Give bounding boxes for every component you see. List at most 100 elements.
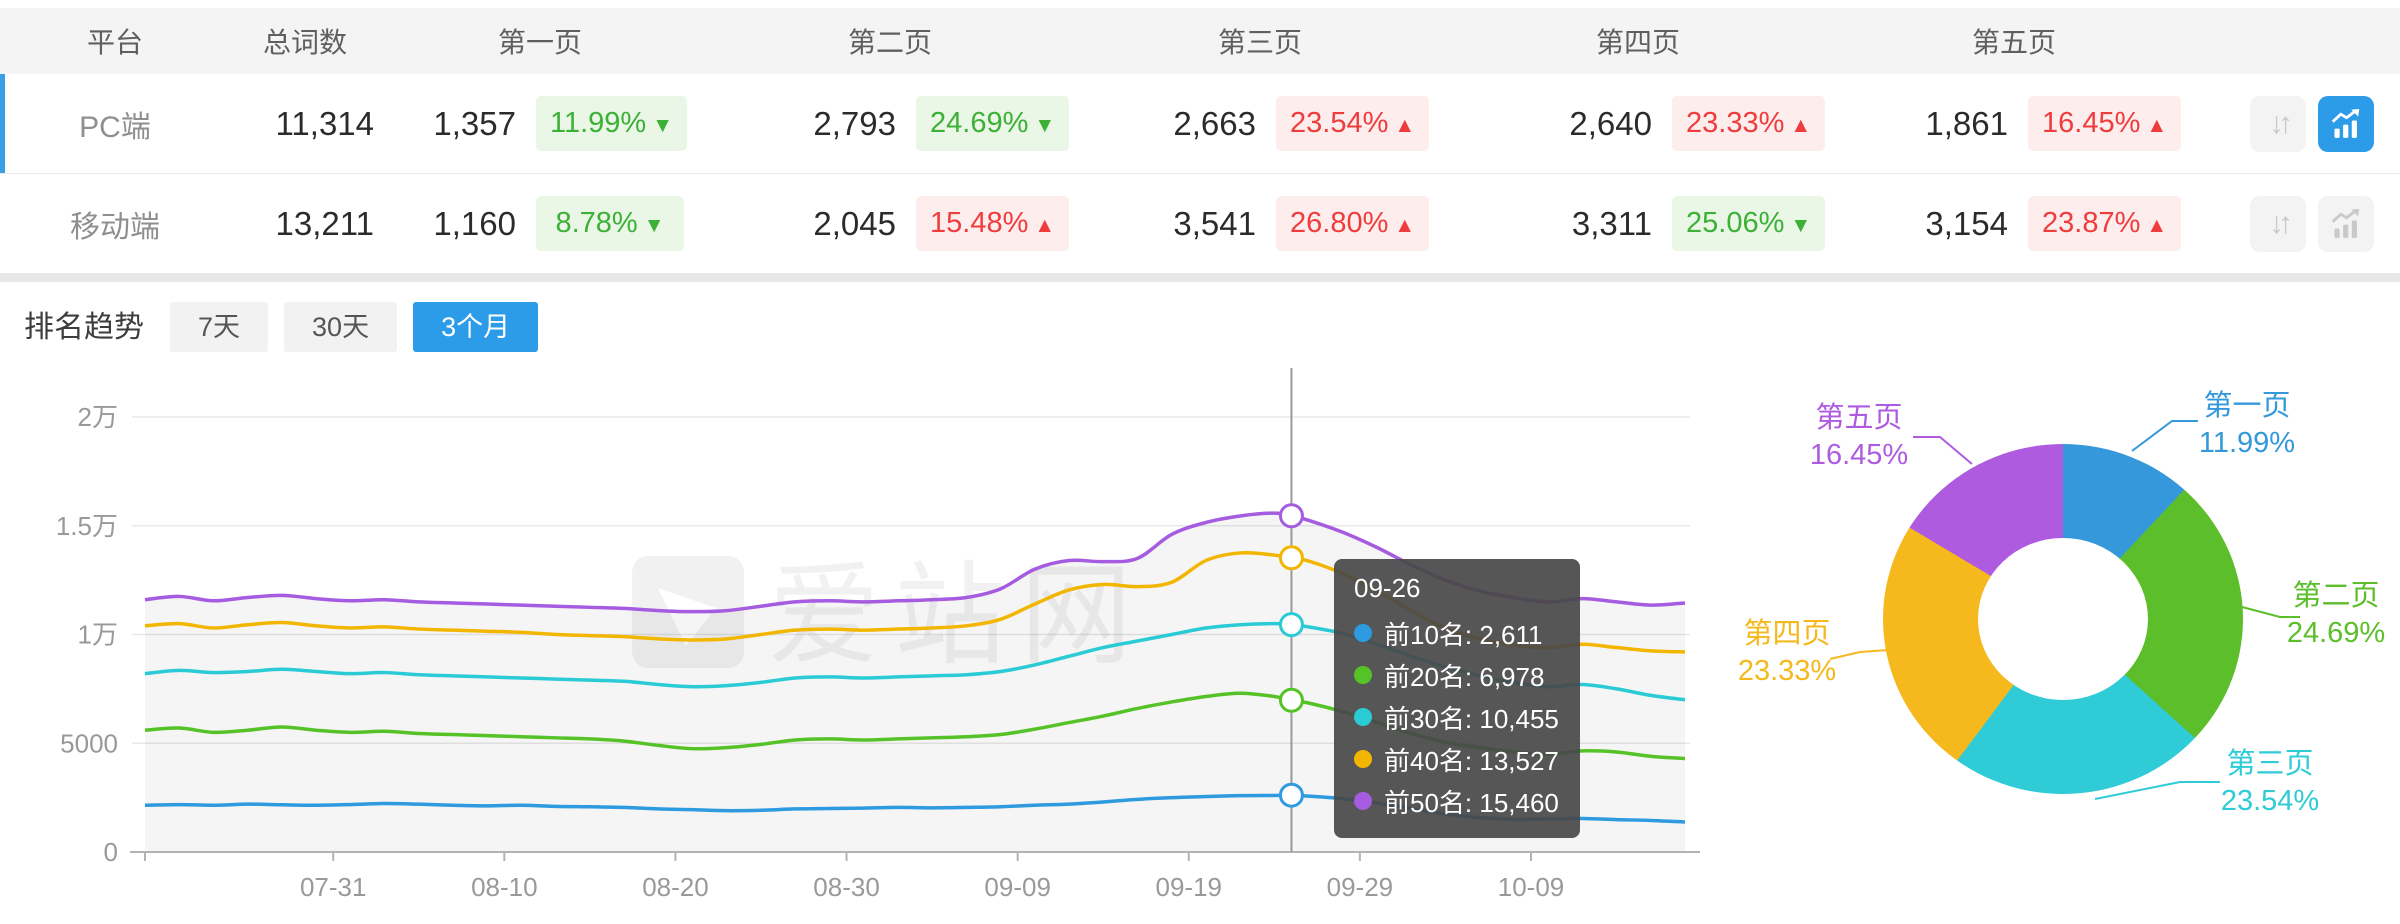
donut-hole [1978, 538, 2148, 700]
series-dot-icon [1354, 708, 1372, 726]
platform-label: PC端 [79, 110, 151, 144]
table-header: 平台 总词数 第一页 第二页 第三页 第四页 第五页 [0, 8, 2400, 74]
x-tick-label: 09-09 [984, 872, 1051, 902]
y-tick-label: 1万 [78, 620, 118, 650]
table-row-mobile[interactable]: 移动端 13,211 1,160 8.78% ▼ 2,045 15.48% ▲ 3,541 26.… [0, 174, 2400, 274]
table-body: PC端 11,314 1,357 11.99% ▼ 2,793 24.69% ▼ 2,663 23… [0, 74, 2400, 274]
table-row-pc[interactable]: PC端 11,314 1,357 11.99% ▼ 2,793 24.69% ▼ 2,663 23… [0, 74, 2400, 174]
arrow-down-icon: ▼ [1790, 214, 1812, 237]
area-fill [145, 513, 1685, 852]
page3-change-cell: 26.80% ▲ [1260, 196, 1440, 251]
donut-label-第三页: 第三页 23.54% [2210, 746, 2330, 820]
row-actions: ↓↑ [2192, 95, 2400, 152]
compare-button[interactable]: ↓↑ [2250, 95, 2306, 152]
page1-count: 1,357 [433, 104, 516, 142]
show-trend-chart-button[interactable] [2318, 95, 2374, 152]
col-header-page4: 第四页 [1595, 27, 1680, 58]
y-tick-label: 2万 [78, 402, 118, 432]
series-dot-icon [1354, 750, 1372, 768]
series-dot-icon [1354, 624, 1372, 642]
page5-change-cell: 23.87% ▲ [2012, 196, 2192, 251]
tab-range-1[interactable]: 30天 [284, 301, 398, 352]
page3-change-badge: 26.80% ▲ [1276, 196, 1430, 251]
arrow-up-icon: ▲ [1034, 214, 1056, 237]
page5-change-badge: 23.87% ▲ [2028, 196, 2182, 251]
donut-chart-panel: 第一页 11.99% 第二页 24.69% 第三页 23.54% 第四页 23.33% 第五页 1… [1720, 356, 2400, 924]
tab-range-2[interactable]: 3个月 [413, 301, 539, 352]
y-tick-label: 0 [104, 837, 118, 867]
x-tick-label: 07-31 [300, 872, 367, 902]
trend-range-tabs: 7天 30天 3个月 [170, 301, 554, 352]
col-header-page3: 第三页 [1217, 27, 1302, 58]
platform-label: 移动端 [70, 210, 160, 244]
y-tick-label: 1.5万 [56, 511, 118, 541]
donut-label-第五页: 第五页 16.45% [1799, 400, 1919, 474]
page1-count: 1,160 [433, 204, 516, 242]
page3-count: 2,663 [1173, 104, 1256, 142]
chart-tooltip: 09-26 前10名: 2,611 前20名: 6,978 前30名: 10,455 前… [1334, 559, 1580, 838]
page1-change-badge: 11.99% ▼ [536, 96, 688, 151]
arrow-up-icon: ▲ [2146, 214, 2168, 237]
series-dot-icon [1354, 792, 1372, 810]
donut-label-name: 第三页 [2226, 748, 2314, 780]
arrow-up-icon: ▲ [2146, 114, 2168, 137]
arrow-up-icon: ▲ [1394, 114, 1416, 137]
donut-label-name: 第二页 [2292, 580, 2380, 612]
page5-count: 1,861 [1925, 104, 2008, 142]
page2-change-cell: 24.69% ▼ [900, 96, 1080, 151]
compare-button[interactable]: ↓↑ [2250, 195, 2306, 252]
donut-label-percent: 11.99% [2198, 427, 2296, 459]
col-header-page1: 第一页 [497, 27, 582, 58]
tooltip-value: 前50名: 15,460 [1384, 787, 1559, 818]
page5-change-badge: 16.45% ▲ [2028, 96, 2182, 151]
donut-label-percent: 16.45% [1809, 439, 1909, 471]
line-chart-panel: 050001万1.5万2万爱站网07-3108-1008-2008-3009-0… [0, 356, 1720, 924]
page4-change-badge: 23.33% ▲ [1672, 96, 1826, 151]
x-tick-label: 09-29 [1327, 872, 1394, 902]
leader-line-第五页 [1913, 436, 1973, 465]
trend-title: 排名趋势 [24, 311, 144, 344]
tooltip-row: 前30名: 10,455 [1354, 696, 1560, 738]
series-dot-icon [1354, 666, 1372, 684]
row-actions: ↓↑ [2192, 195, 2400, 252]
tooltip-value: 前10名: 2,611 [1384, 619, 1543, 650]
charts-row: 050001万1.5万2万爱站网07-3108-1008-2008-3009-0… [0, 356, 2400, 924]
page3-count: 3,541 [1173, 204, 1256, 242]
page1-change-cell: 11.99% ▼ [520, 96, 700, 151]
show-trend-chart-button[interactable] [2318, 195, 2374, 252]
trend-chart-icon [2331, 208, 2360, 238]
arrow-up-icon: ▲ [1394, 214, 1416, 237]
hover-marker-前40名 [1278, 545, 1304, 571]
page4-count: 2,640 [1569, 104, 1652, 142]
sort-arrows-icon: ↓↑ [2269, 106, 2293, 140]
donut-label-第二页: 第二页 24.69% [2272, 578, 2400, 652]
page1-change-badge: 8.78% ▼ [536, 196, 684, 251]
page2-change-badge: 24.69% ▼ [916, 96, 1070, 151]
tooltip-value: 前40名: 13,527 [1384, 745, 1559, 776]
page2-count: 2,793 [813, 104, 896, 142]
page5-change-cell: 16.45% ▲ [2012, 96, 2192, 151]
donut-label-percent: 23.54% [2220, 785, 2320, 817]
x-tick-label: 08-10 [471, 872, 538, 902]
arrow-down-icon: ▼ [643, 214, 665, 237]
col-header-page2: 第二页 [847, 27, 932, 58]
tooltip-value: 前30名: 10,455 [1384, 703, 1559, 734]
arrow-up-icon: ▲ [1790, 114, 1812, 137]
page4-count: 3,311 [1571, 204, 1652, 242]
page4-change-cell: 25.06% ▼ [1656, 196, 1836, 251]
page3-change-badge: 23.54% ▲ [1276, 96, 1430, 151]
hover-marker-前10名 [1278, 782, 1304, 808]
col-header-total-words: 总词数 [262, 27, 347, 58]
tab-range-0[interactable]: 7天 [170, 301, 269, 352]
total-words-value: 13,211 [275, 204, 374, 242]
col-header-platform: 平台 [86, 27, 143, 58]
tooltip-row: 前40名: 13,527 [1354, 738, 1560, 780]
hover-marker-前50名 [1278, 503, 1304, 529]
page1-change-cell: 8.78% ▼ [520, 196, 700, 251]
page2-change-cell: 15.48% ▲ [900, 196, 1080, 251]
sort-arrows-icon: ↓↑ [2269, 206, 2293, 240]
donut-label-第四页: 第四页 23.33% [1727, 616, 1847, 690]
total-words-value: 11,314 [275, 104, 374, 142]
donut-label-name: 第四页 [1743, 618, 1831, 650]
donut-label-percent: 23.33% [1737, 655, 1837, 687]
